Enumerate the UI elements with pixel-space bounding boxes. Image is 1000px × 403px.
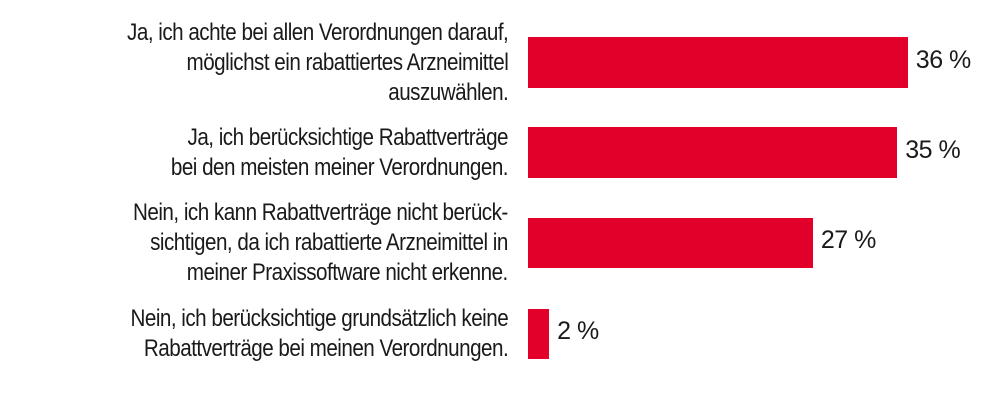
category-label: Ja, ich berücksichtige Rabattverträge bei…: [170, 123, 509, 183]
value-label: 27 %: [820, 226, 876, 254]
category-label-line: Ja, ich achte bei allen Verordnungen dar…: [126, 19, 509, 46]
category-label-line: meiner Praxissoftware nicht erkenne.: [187, 259, 509, 286]
bar: [528, 127, 898, 178]
value-label: 36 %: [915, 45, 971, 74]
category-label-line: Nein, ich kann Rabattverträge nicht berü…: [133, 199, 508, 226]
category-label: Nein, ich kann Rabattverträge nicht berü…: [133, 198, 508, 288]
value-label: 2 %: [557, 317, 599, 345]
bar: [528, 37, 908, 88]
category-label-line: Nein, ich berücksichtige grundsätzlich k…: [130, 305, 508, 332]
category-label-line: Ja, ich berücksichtige Rabattverträge: [187, 124, 509, 151]
category-label-line: bei den meisten meiner Verordnungen.: [170, 154, 509, 181]
category-label-line: Rabattverträge bei meinen Verordnungen.: [143, 335, 509, 362]
bar: [528, 218, 813, 268]
value-label: 35 %: [905, 135, 961, 164]
category-label-line: auszuwählen.: [387, 79, 509, 106]
category-label-line: sichtigen, da ich rabattierte Arzneimitt…: [150, 229, 509, 256]
category-label: Ja, ich achte bei allen Verordnungen dar…: [126, 18, 509, 108]
category-label-line: möglichst ein rabattiertes Arzneimittel: [186, 49, 509, 76]
category-label: Nein, ich berücksichtige grundsätzlich k…: [130, 304, 508, 364]
bar: [528, 309, 550, 359]
